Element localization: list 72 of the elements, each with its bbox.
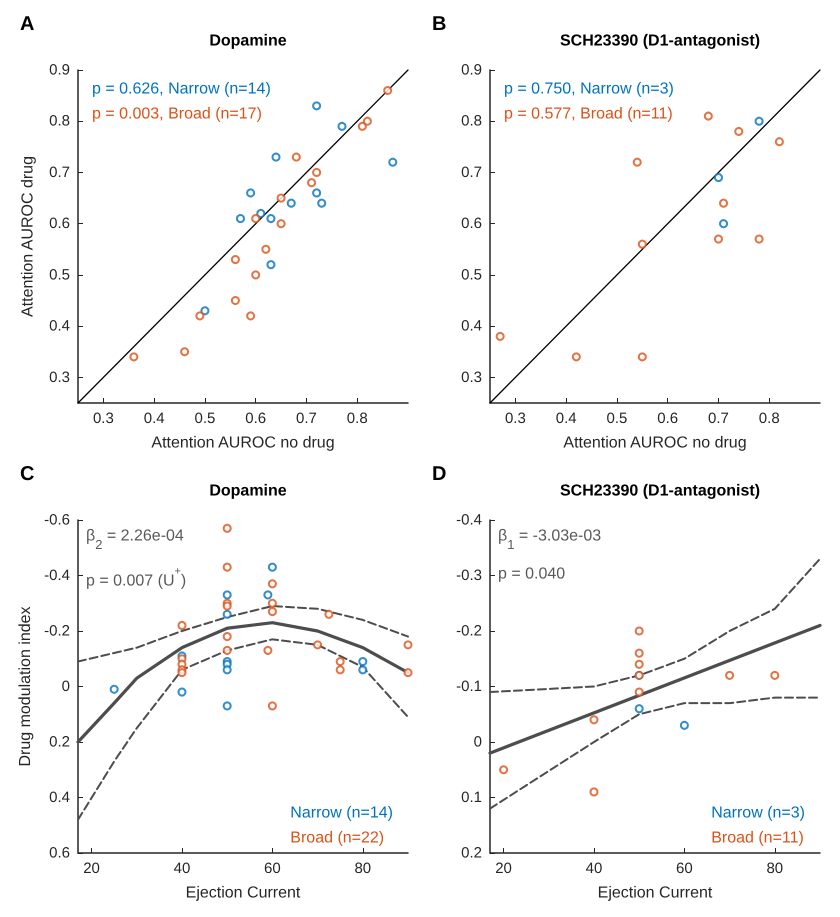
x-tick-label: 0.3: [92, 410, 114, 427]
x-tick-label: 0.6: [245, 410, 266, 427]
y-axis-title: Drug modulation index: [16, 606, 34, 767]
y-axis-title: Attention AUROC drug: [20, 156, 36, 317]
x-tick-label: 40: [586, 860, 602, 877]
y-tick-label: -0.4: [456, 512, 482, 528]
x-tick-label: 80: [354, 860, 372, 877]
y-tick-label: 0.3: [49, 368, 70, 386]
x-tick-label: 0.8: [346, 410, 368, 427]
text: Narrow (n=3): [711, 804, 806, 822]
x-axis-title: Attention AUROC no drug: [563, 434, 747, 452]
y-tick-label: -0.3: [456, 567, 482, 584]
text: Broad (n=11): [711, 830, 804, 846]
y-tick-label: 0.6: [49, 215, 70, 232]
annotation: p = 0.007 (U+): [86, 566, 186, 590]
text: C: [20, 463, 34, 485]
y-tick-label: 0.5: [49, 266, 70, 284]
y-tick-label: 0.4: [461, 318, 482, 335]
y-tick-label: 0.4: [49, 789, 70, 806]
text: p = 0.750, Narrow (n=3): [504, 80, 674, 98]
y-tick-label: -0.4: [44, 567, 70, 584]
x-axis-title: Ejection Current: [186, 884, 301, 902]
y-tick-label: 0.1: [461, 789, 482, 806]
x-tick-label: 0.4: [144, 410, 165, 427]
annotation: p = 0.040: [498, 566, 566, 582]
x-tick-label: 60: [264, 860, 281, 877]
y-tick-label: -0.6: [44, 512, 70, 528]
chart-title: SCH23390 (D1-antagonist): [560, 32, 760, 50]
y-tick-label: 0.7: [49, 164, 70, 181]
x-tick-label: 0.5: [194, 410, 216, 427]
x-tick-label: 60: [676, 860, 693, 877]
y-tick-label: -0.2: [44, 622, 70, 640]
x-tick-label: 80: [766, 860, 784, 877]
y-tick-label: 0.2: [461, 844, 482, 862]
chart-title: SCH23390 (D1-antagonist): [560, 482, 760, 500]
text: B: [432, 13, 446, 35]
y-tick-label: 0.9: [461, 62, 482, 78]
chart-title: Dopamine: [209, 32, 287, 50]
y-tick-label: 0.4: [49, 318, 70, 335]
x-tick-label: 0.3: [504, 410, 526, 427]
y-tick-label: 0.3: [461, 368, 482, 386]
y-tick-label: -0.1: [456, 678, 482, 695]
x-tick-label: 0.7: [296, 410, 317, 427]
y-tick-label: -0.2: [456, 622, 482, 640]
x-tick-label: 20: [495, 860, 512, 877]
y-tick-label: 0.7: [461, 164, 482, 181]
text: Narrow (n=14): [290, 804, 393, 822]
text: p = 0.003, Broad (n=17): [92, 106, 262, 122]
y-tick-label: 0.5: [461, 266, 482, 284]
text: D: [432, 463, 446, 485]
x-tick-label: 0.6: [657, 410, 678, 427]
y-tick-label: 0.2: [49, 734, 70, 750]
text: p = 0.577, Broad (n=11): [504, 106, 673, 122]
x-tick-label: 0.4: [556, 410, 577, 427]
y-tick-label: 0: [62, 678, 70, 695]
y-tick-label: 0.6: [461, 215, 482, 232]
y-tick-label: 0.8: [49, 112, 70, 130]
y-tick-label: 0.8: [461, 112, 482, 130]
x-tick-label: 40: [174, 860, 190, 877]
x-axis-title: Ejection Current: [598, 884, 713, 902]
y-tick-label: 0: [474, 734, 482, 750]
y-tick-label: 0.6: [49, 844, 70, 862]
x-tick-label: 20: [83, 860, 100, 877]
text: p = 0.626, Narrow (n=14): [92, 80, 271, 98]
x-tick-label: 0.5: [606, 410, 628, 427]
x-tick-label: 0.8: [758, 410, 780, 427]
y-tick-label: 0.9: [49, 62, 70, 78]
x-tick-label: 0.7: [708, 410, 729, 427]
text: Broad (n=22): [290, 830, 384, 846]
chart-title: Dopamine: [209, 482, 287, 500]
x-axis-title: Attention AUROC no drug: [151, 434, 335, 452]
text: A: [20, 13, 34, 35]
